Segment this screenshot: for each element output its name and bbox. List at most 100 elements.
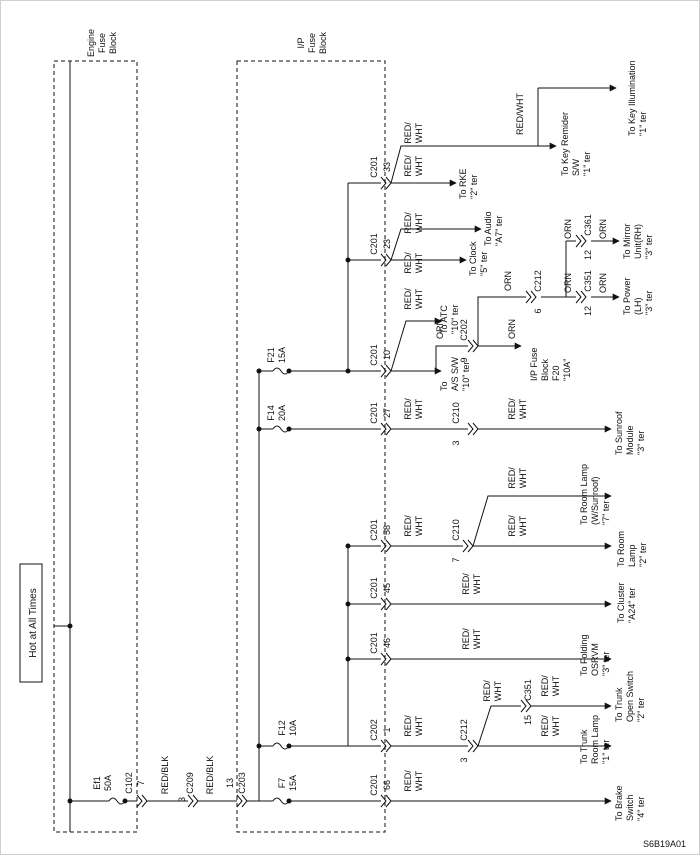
wire-color-trunk-2: WHT <box>414 715 424 736</box>
mirror-c361-connector-label: C361 <box>583 214 593 236</box>
engine-fuse-block-label-3: Block <box>108 32 118 55</box>
atc-sub-connector-label: C202 <box>459 319 469 341</box>
room-connector-pin: 58 <box>382 525 392 535</box>
mirror-c351-connector-label: C351 <box>583 270 593 292</box>
dest-folding-1: To Folding <box>579 634 589 676</box>
dest-ip-fuse-4: "10A" <box>562 359 572 381</box>
dest-brake-3: "4" ter <box>636 797 646 821</box>
dest-atc-1: To ATC <box>439 305 449 334</box>
folding-connector-pin: 46 <box>382 638 392 648</box>
dest-clock-2: "5" ter <box>479 252 489 276</box>
trunk-connector-pin: 1 <box>382 727 392 732</box>
ef1-fuse-rating: 50A <box>103 775 113 791</box>
atc-connector-pin: 10 <box>382 350 392 360</box>
trunk-sw-connector-label: C351 <box>523 679 533 701</box>
wire-color-room-lamp-2: WHT <box>518 515 528 536</box>
dest-rke-2: "2" ter <box>469 175 479 199</box>
wire-color-orn-mirror: ORN <box>598 219 608 239</box>
dest-sunroof-1: To Sunroof <box>614 411 624 455</box>
trunk-sub-connector-pin: 3 <box>459 757 469 762</box>
wire-color-orn-atc: ORN <box>435 319 445 339</box>
dest-sunroof-2: Module <box>625 425 635 455</box>
clock-connector-label: C201 <box>369 233 379 255</box>
wire-color-room-sunroof-2: WHT <box>518 467 528 488</box>
dest-rke-1: To RKE <box>458 168 468 199</box>
dest-key-illum-2: "1" ter <box>638 112 648 136</box>
dest-room-lamp-1: To Room <box>616 531 626 567</box>
c203-label: C203 <box>237 772 247 794</box>
dest-key-reminder-1: To Key Remider <box>560 112 570 176</box>
dest-power-3: "3" ter <box>644 291 654 315</box>
wire-color-key-remider: RED/WHT <box>515 93 525 135</box>
dest-audio-2: "A7" ter <box>494 216 504 246</box>
source-label-box <box>19 563 43 683</box>
c209-label: C209 <box>185 772 195 794</box>
f14-fuse-label: F14 <box>266 405 276 421</box>
folding-connector-label: C201 <box>369 632 379 654</box>
dest-sunroof-3: "3" ter <box>636 431 646 455</box>
dest-mirror-2: Unit(RH) <box>633 224 643 259</box>
mirror-c212-connector-pin: 6 <box>533 308 543 313</box>
wire-color-brake-1: RED/ <box>403 770 413 792</box>
wire-color-trunk-branch-1: RED/ <box>482 680 492 702</box>
f21-fuse-label: F21 <box>266 347 276 363</box>
dest-brake-2: Switch <box>625 794 635 821</box>
atc-sub-connector-pin: 9 <box>459 357 469 362</box>
c102-pin: 7 <box>136 780 146 785</box>
sunroof-sub-connector-label: C210 <box>451 402 461 424</box>
wire-color-folding-1: RED/ <box>461 628 471 650</box>
wire-color-room-2: WHT <box>414 515 424 536</box>
wire-color-orn-c212: ORN <box>503 271 513 291</box>
trunk-connector-label: C202 <box>369 719 379 741</box>
room-sub-connector-pin: 7 <box>451 557 461 562</box>
wire-color-brake-2: WHT <box>414 770 424 791</box>
wire-color-key-2: WHT <box>414 122 424 143</box>
dest-power-2: (LH) <box>633 297 643 315</box>
dest-brake-1: To Brake <box>614 785 624 821</box>
f14-fuse-rating: 20A <box>277 405 287 421</box>
cluster-connector-label: C201 <box>369 577 379 599</box>
dest-key-illum-1: To Key Illumination <box>627 60 637 136</box>
dest-mirror-1: To Mirror <box>622 223 632 259</box>
f14-fuse-symbol <box>272 425 290 433</box>
dest-room-sunroof-1: To Room Lamp <box>579 464 589 525</box>
sunroof-connector-label: C201 <box>369 402 379 424</box>
wire-color-trunk-switch-1: RED/ <box>540 675 550 697</box>
wire-color-sunroof-2: WHT <box>414 398 424 419</box>
dest-ip-fuse-2: Block <box>540 358 550 381</box>
wire-color-sunroof-module-1: RED/ <box>507 398 517 420</box>
wire-color-room-1: RED/ <box>403 515 413 537</box>
wire-color-trunk-1: RED/ <box>403 715 413 737</box>
wire-color-clock-2: WHT <box>414 252 424 273</box>
f7-fuse-rating: 15A <box>288 775 298 791</box>
wire-color-room-lamp-1: RED/ <box>507 515 517 537</box>
brake-connector-label: C201 <box>369 774 379 796</box>
wire-color-trunk-branch-2: WHT <box>493 680 503 701</box>
sunroof-connector-pin: 27 <box>382 408 392 418</box>
wire-color-sunroof-module-2: WHT <box>518 398 528 419</box>
ip-fuse-block-label-2: Fuse <box>307 33 317 53</box>
dest-mirror-3: "3" ter <box>644 235 654 259</box>
ef1-fuse-label: Ef1 <box>92 776 102 790</box>
f7-fuse-label: F7 <box>277 778 287 789</box>
dest-as-sw-2: A/S S/W <box>450 356 460 391</box>
dest-trunk-switch-2: Open Switch <box>625 671 635 722</box>
figure-code: S6B19A01 <box>643 839 687 849</box>
ef1-fuse-symbol <box>108 797 126 805</box>
ip-fuse-block-outline <box>236 60 386 833</box>
f12-fuse-rating: 10A <box>288 720 298 736</box>
atc-connector-label: C201 <box>369 344 379 366</box>
dest-trunk-lamp-3: "1" ter <box>601 740 611 764</box>
dest-room-sunroof-3: "7" ter <box>601 501 611 525</box>
f21-fuse-symbol <box>272 367 290 375</box>
wire-color-audio-1: RED/ <box>403 212 413 234</box>
wire-color-audio-2: WHT <box>414 212 424 233</box>
wire-color-folding-2: WHT <box>472 628 482 649</box>
dest-power-1: To Power <box>622 277 632 315</box>
dest-as-sw-3: "10" ter <box>461 362 471 391</box>
f12-fuse-symbol <box>272 742 290 750</box>
wire-color-rke-2: WHT <box>414 155 424 176</box>
dest-trunk-lamp-2: Room Lamp <box>590 715 600 764</box>
wire-color-orn-power-end: ORN <box>598 273 608 293</box>
